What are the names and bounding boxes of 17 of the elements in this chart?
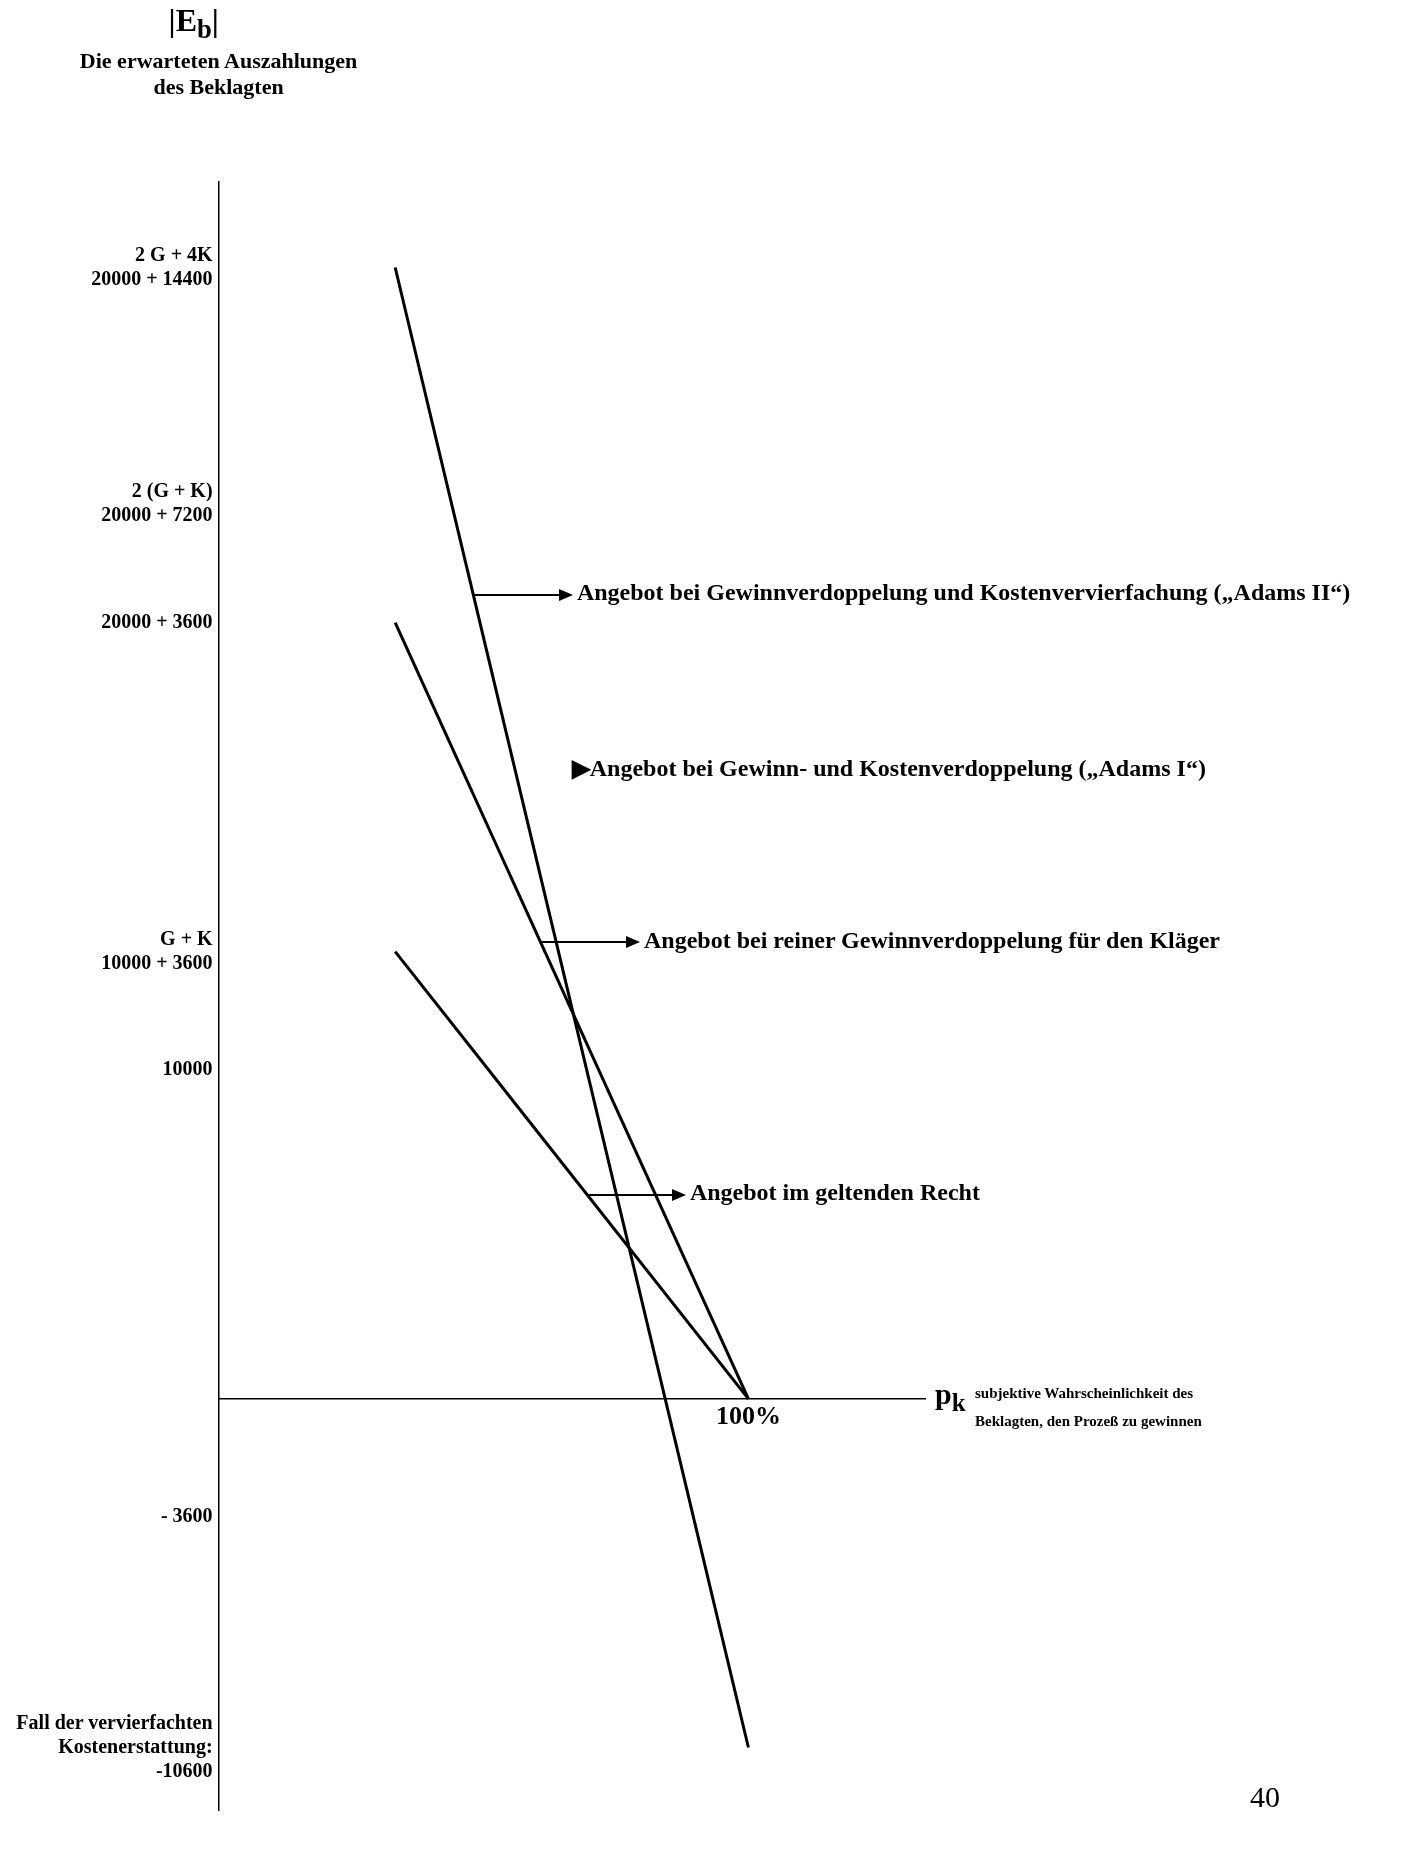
annotation: Angebot bei reiner Gewinnverdoppelung für den Kläger	[644, 926, 1221, 953]
y-tick-label: - 3600	[160, 1504, 213, 1527]
text: subjektive Wahrscheinlichkeit des Beklagten, den Prozeß zu gewinnen	[975, 1383, 1203, 1431]
x-axis-title: p$_{k}$	[935, 1376, 966, 1417]
y-tick-label: 2 (G + K) 20000 + 7200	[101, 479, 213, 526]
annotation: Angebot im geltenden Recht	[689, 1179, 980, 1206]
annotation: Angebot bei Gewinnverdoppelung und Kostenvervierfachung („Adams II“)	[576, 579, 1351, 606]
y-axis-title: Die erwarteten Auszahlungen des Beklagten	[78, 48, 359, 100]
y-tick-label: Fall der vervierfachten Kostenerstattung: -10600	[16, 1710, 213, 1781]
chart-title: |E$_{b}$|	[168, 2, 219, 46]
y-tick-label: G + K 10000 + 3600	[101, 926, 214, 973]
text: 40	[1250, 1780, 1280, 1814]
y-tick-label: 2 G + 4K 20000 + 14400	[91, 242, 214, 289]
y-tick-label: 10000	[162, 1057, 213, 1080]
x-tick-label: 100%	[715, 1401, 781, 1431]
annotation: ▶Angebot bei Gewinn- und Kostenverdoppelung („Adams I“)	[571, 753, 1206, 782]
y-tick-label: 20000 + 3600	[101, 609, 213, 632]
